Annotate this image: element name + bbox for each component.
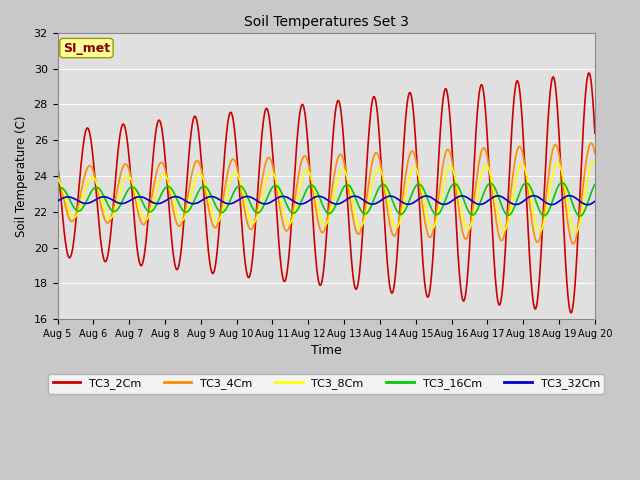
TC3_8Cm <box>428 226 436 231</box>
TC3_4Cm <box>394 224 402 229</box>
TC3_8Cm <box>224 187 232 193</box>
TC3_2Cm <box>591 130 599 136</box>
TC3_16Cm <box>394 210 402 216</box>
TC3_32Cm <box>497 193 505 199</box>
TC3_2Cm <box>54 160 61 166</box>
TC3_32Cm <box>584 202 591 207</box>
TC3_2Cm <box>429 260 436 266</box>
TC3_32Cm <box>566 193 573 199</box>
TC3_16Cm <box>428 207 436 213</box>
TC3_4Cm <box>429 230 436 236</box>
Text: SI_met: SI_met <box>63 42 110 55</box>
TC3_32Cm <box>429 195 436 201</box>
TC3_16Cm <box>591 181 599 187</box>
TC3_16Cm <box>429 208 436 214</box>
TC3_4Cm <box>54 170 61 176</box>
TC3_4Cm <box>570 241 577 247</box>
TC3_2Cm <box>224 119 232 125</box>
TC3_8Cm <box>589 159 597 165</box>
TC3_8Cm <box>429 226 436 231</box>
TC3_2Cm <box>457 288 465 294</box>
TC3_4Cm <box>497 237 505 243</box>
TC3_8Cm <box>457 205 465 211</box>
Title: Soil Temperatures Set 3: Soil Temperatures Set 3 <box>244 15 409 29</box>
TC3_4Cm <box>428 231 436 237</box>
TC3_8Cm <box>394 223 402 229</box>
Legend: TC3_2Cm, TC3_4Cm, TC3_8Cm, TC3_16Cm, TC3_32Cm: TC3_2Cm, TC3_4Cm, TC3_8Cm, TC3_16Cm, TC3… <box>48 374 604 394</box>
TC3_8Cm <box>54 176 61 181</box>
TC3_32Cm <box>428 195 436 201</box>
TC3_16Cm <box>54 186 61 192</box>
TC3_8Cm <box>572 230 579 236</box>
TC3_2Cm <box>585 70 593 76</box>
TC3_4Cm <box>457 221 465 227</box>
TC3_4Cm <box>224 169 232 175</box>
Line: TC3_4Cm: TC3_4Cm <box>58 143 595 244</box>
TC3_16Cm <box>576 213 584 219</box>
TC3_32Cm <box>591 198 599 204</box>
TC3_32Cm <box>457 193 465 199</box>
TC3_32Cm <box>54 198 61 204</box>
X-axis label: Time: Time <box>311 344 342 357</box>
Line: TC3_32Cm: TC3_32Cm <box>58 196 595 204</box>
Line: TC3_2Cm: TC3_2Cm <box>58 73 595 313</box>
TC3_4Cm <box>588 140 595 146</box>
TC3_2Cm <box>428 263 436 268</box>
TC3_16Cm <box>558 180 566 185</box>
TC3_16Cm <box>457 190 465 195</box>
TC3_4Cm <box>591 151 599 156</box>
TC3_2Cm <box>497 299 505 304</box>
TC3_8Cm <box>497 223 505 229</box>
TC3_2Cm <box>394 239 402 245</box>
TC3_32Cm <box>394 196 402 202</box>
Line: TC3_16Cm: TC3_16Cm <box>58 182 595 216</box>
Y-axis label: Soil Temperature (C): Soil Temperature (C) <box>15 115 28 237</box>
TC3_8Cm <box>591 160 599 166</box>
TC3_2Cm <box>567 310 575 316</box>
TC3_16Cm <box>497 201 505 206</box>
Line: TC3_8Cm: TC3_8Cm <box>58 162 595 233</box>
TC3_32Cm <box>224 201 232 206</box>
TC3_16Cm <box>224 203 232 208</box>
